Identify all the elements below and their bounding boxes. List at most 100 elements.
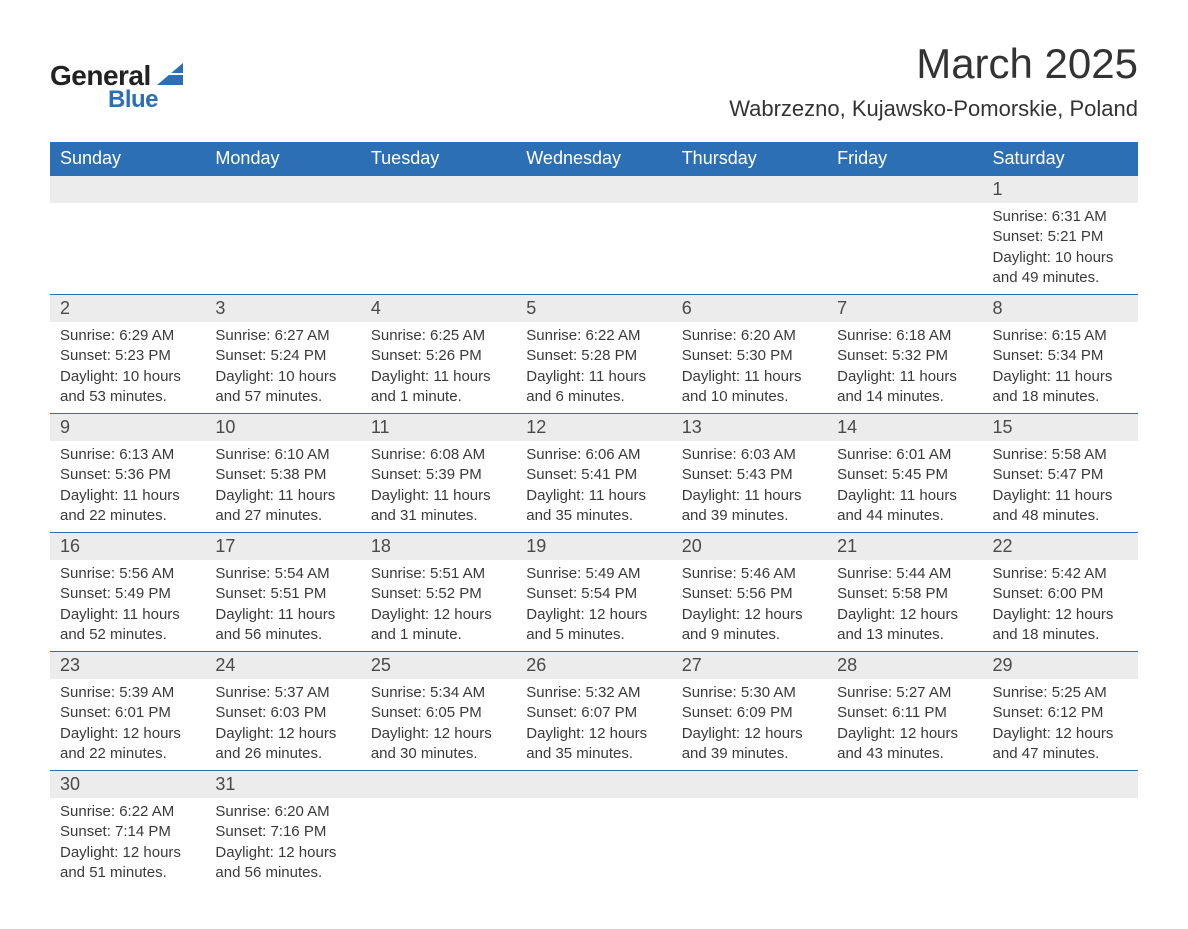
day-body: Sunrise: 5:56 AMSunset: 5:49 PMDaylight:… — [50, 560, 205, 651]
day-number-cell — [361, 771, 516, 799]
sunset-text: Sunset: 7:16 PM — [215, 822, 350, 842]
daylight-text: Daylight: 11 hours and 27 minutes. — [215, 486, 350, 527]
day-cell — [827, 203, 982, 295]
day-body: Sunrise: 6:20 AMSunset: 7:16 PMDaylight:… — [205, 798, 360, 889]
sunset-text: Sunset: 5:47 PM — [993, 465, 1128, 485]
day-number: 5 — [516, 295, 671, 322]
sunrise-text: Sunrise: 6:25 AM — [371, 326, 506, 346]
daylight-text: Daylight: 11 hours and 52 minutes. — [60, 605, 195, 646]
day-number: 21 — [827, 533, 982, 560]
day-cell — [827, 798, 982, 889]
sunrise-text: Sunrise: 5:46 AM — [682, 564, 817, 584]
daylight-text: Daylight: 11 hours and 6 minutes. — [526, 367, 661, 408]
day-number — [827, 771, 982, 798]
sunset-text: Sunset: 5:26 PM — [371, 346, 506, 366]
day-body — [672, 798, 827, 882]
day-cell — [983, 798, 1138, 889]
day-body: Sunrise: 5:39 AMSunset: 6:01 PMDaylight:… — [50, 679, 205, 770]
day-number: 31 — [205, 771, 360, 798]
day-cell: Sunrise: 5:34 AMSunset: 6:05 PMDaylight:… — [361, 679, 516, 771]
day-number-cell: 30 — [50, 771, 205, 799]
sunset-text: Sunset: 5:52 PM — [371, 584, 506, 604]
day-body: Sunrise: 6:18 AMSunset: 5:32 PMDaylight:… — [827, 322, 982, 413]
sunrise-text: Sunrise: 6:20 AM — [682, 326, 817, 346]
location-subtitle: Wabrzezno, Kujawsko-Pomorskie, Poland — [729, 96, 1138, 122]
day-cell — [361, 203, 516, 295]
day-cell: Sunrise: 6:01 AMSunset: 5:45 PMDaylight:… — [827, 441, 982, 533]
day-number — [827, 176, 982, 203]
day-number: 13 — [672, 414, 827, 441]
sunset-text: Sunset: 5:39 PM — [371, 465, 506, 485]
day-body: Sunrise: 6:15 AMSunset: 5:34 PMDaylight:… — [983, 322, 1138, 413]
day-body — [361, 798, 516, 882]
day-number: 28 — [827, 652, 982, 679]
sunset-text: Sunset: 5:38 PM — [215, 465, 350, 485]
day-number-cell: 9 — [50, 414, 205, 442]
day-cell: Sunrise: 5:32 AMSunset: 6:07 PMDaylight:… — [516, 679, 671, 771]
day-number: 12 — [516, 414, 671, 441]
week-daynum-row: 23242526272829 — [50, 652, 1138, 680]
day-body: Sunrise: 6:25 AMSunset: 5:26 PMDaylight:… — [361, 322, 516, 413]
day-number: 14 — [827, 414, 982, 441]
day-body: Sunrise: 5:58 AMSunset: 5:47 PMDaylight:… — [983, 441, 1138, 532]
sunset-text: Sunset: 5:36 PM — [60, 465, 195, 485]
day-number-cell — [672, 771, 827, 799]
day-cell: Sunrise: 5:46 AMSunset: 5:56 PMDaylight:… — [672, 560, 827, 652]
sunrise-text: Sunrise: 5:51 AM — [371, 564, 506, 584]
daylight-text: Daylight: 11 hours and 56 minutes. — [215, 605, 350, 646]
day-body — [827, 798, 982, 882]
day-number: 26 — [516, 652, 671, 679]
day-number-cell: 22 — [983, 533, 1138, 561]
day-number: 4 — [361, 295, 516, 322]
day-number-cell — [827, 771, 982, 799]
sunrise-text: Sunrise: 5:32 AM — [526, 683, 661, 703]
week-daynum-row: 1 — [50, 176, 1138, 204]
day-number: 17 — [205, 533, 360, 560]
day-number: 16 — [50, 533, 205, 560]
sunrise-text: Sunrise: 6:15 AM — [993, 326, 1128, 346]
weekday-header: Sunday — [50, 142, 205, 176]
sunset-text: Sunset: 6:03 PM — [215, 703, 350, 723]
logo-flag-icon — [157, 63, 183, 85]
week-body-row: Sunrise: 6:22 AMSunset: 7:14 PMDaylight:… — [50, 798, 1138, 889]
day-number-cell: 4 — [361, 295, 516, 323]
day-cell: Sunrise: 6:22 AMSunset: 7:14 PMDaylight:… — [50, 798, 205, 889]
weekday-header: Tuesday — [361, 142, 516, 176]
sunset-text: Sunset: 5:45 PM — [837, 465, 972, 485]
day-number-cell: 1 — [983, 176, 1138, 204]
sunrise-text: Sunrise: 6:31 AM — [993, 207, 1128, 227]
day-body — [983, 798, 1138, 882]
day-body — [827, 203, 982, 287]
day-body: Sunrise: 6:31 AMSunset: 5:21 PMDaylight:… — [983, 203, 1138, 294]
daylight-text: Daylight: 11 hours and 35 minutes. — [526, 486, 661, 527]
day-number-cell: 24 — [205, 652, 360, 680]
day-number: 6 — [672, 295, 827, 322]
day-body — [50, 203, 205, 287]
day-body — [205, 203, 360, 287]
day-body: Sunrise: 6:29 AMSunset: 5:23 PMDaylight:… — [50, 322, 205, 413]
day-cell: Sunrise: 5:30 AMSunset: 6:09 PMDaylight:… — [672, 679, 827, 771]
week-body-row: Sunrise: 6:13 AMSunset: 5:36 PMDaylight:… — [50, 441, 1138, 533]
day-number-cell: 29 — [983, 652, 1138, 680]
day-number: 7 — [827, 295, 982, 322]
week-daynum-row: 3031 — [50, 771, 1138, 799]
sunset-text: Sunset: 5:23 PM — [60, 346, 195, 366]
sunrise-text: Sunrise: 6:03 AM — [682, 445, 817, 465]
sunset-text: Sunset: 7:14 PM — [60, 822, 195, 842]
sunset-text: Sunset: 6:12 PM — [993, 703, 1128, 723]
daylight-text: Daylight: 12 hours and 9 minutes. — [682, 605, 817, 646]
day-number-cell: 11 — [361, 414, 516, 442]
day-number — [50, 176, 205, 203]
day-number-cell — [205, 176, 360, 204]
week-body-row: Sunrise: 6:31 AMSunset: 5:21 PMDaylight:… — [50, 203, 1138, 295]
day-cell: Sunrise: 6:29 AMSunset: 5:23 PMDaylight:… — [50, 322, 205, 414]
weekday-header: Thursday — [672, 142, 827, 176]
day-number: 25 — [361, 652, 516, 679]
daylight-text: Daylight: 11 hours and 31 minutes. — [371, 486, 506, 527]
day-number: 27 — [672, 652, 827, 679]
day-cell: Sunrise: 5:39 AMSunset: 6:01 PMDaylight:… — [50, 679, 205, 771]
weekday-header: Saturday — [983, 142, 1138, 176]
day-number: 23 — [50, 652, 205, 679]
daylight-text: Daylight: 11 hours and 48 minutes. — [993, 486, 1128, 527]
day-body: Sunrise: 5:25 AMSunset: 6:12 PMDaylight:… — [983, 679, 1138, 770]
